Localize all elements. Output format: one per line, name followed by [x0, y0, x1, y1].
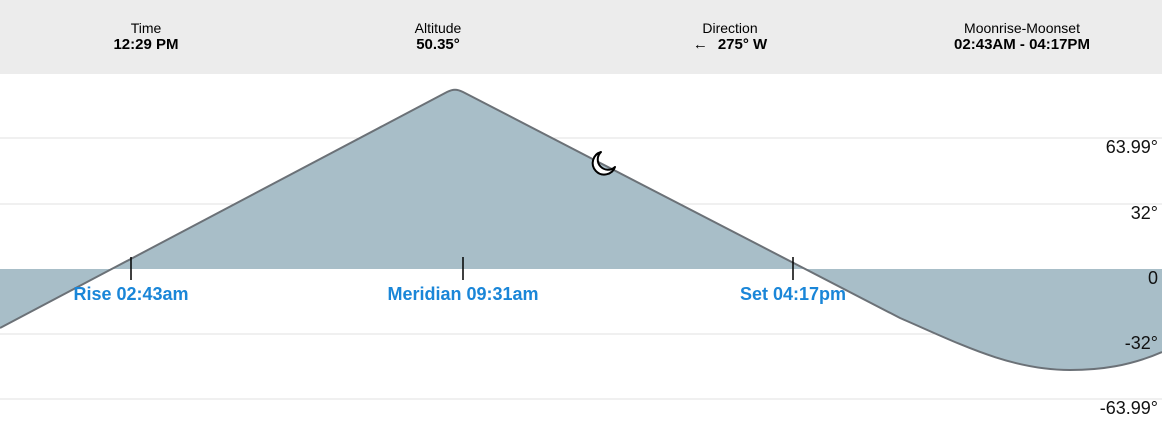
direction-label: Direction	[702, 20, 758, 36]
moonrise-moonset-label: Moonrise-Moonset	[964, 20, 1080, 36]
direction-value: 275° W	[717, 36, 768, 53]
altitude-stat: Altitude 50.35°	[308, 20, 568, 53]
meridian-label: Meridian 09:31am	[387, 284, 539, 304]
y-label: 0	[1147, 268, 1158, 288]
altitude-value: 50.35°	[416, 36, 460, 53]
y-label: -63.99°	[1099, 398, 1158, 418]
moonrise-moonset-stat: Moonrise-Moonset 02:43AM - 04:17PM	[892, 20, 1152, 53]
gridlines	[0, 137, 1162, 400]
arrow-left-icon: ←	[692, 36, 708, 53]
moonrise-moonset-value: 02:43AM - 04:17PM	[954, 36, 1090, 53]
y-label: 32°	[1130, 203, 1158, 223]
altitude-label: Altitude	[414, 20, 462, 36]
rise-label: Rise 02:43am	[73, 284, 189, 304]
time-stat: Time 12:29 PM	[16, 20, 276, 53]
crescent-moon-icon	[591, 151, 616, 176]
y-label: -32°	[1124, 333, 1158, 353]
y-label: 63.99°	[1105, 137, 1158, 157]
time-label: Time	[130, 20, 162, 36]
info-header: Time 12:29 PM Altitude 50.35° Direction …	[0, 0, 1162, 74]
altitude-chart	[0, 88, 1162, 400]
altitude-curve	[0, 88, 1162, 372]
direction-stat: Direction ← 275° W	[600, 20, 860, 53]
set-label: Set 04:17pm	[739, 284, 847, 304]
altitude-area	[0, 89, 1162, 370]
time-value: 12:29 PM	[113, 36, 179, 53]
